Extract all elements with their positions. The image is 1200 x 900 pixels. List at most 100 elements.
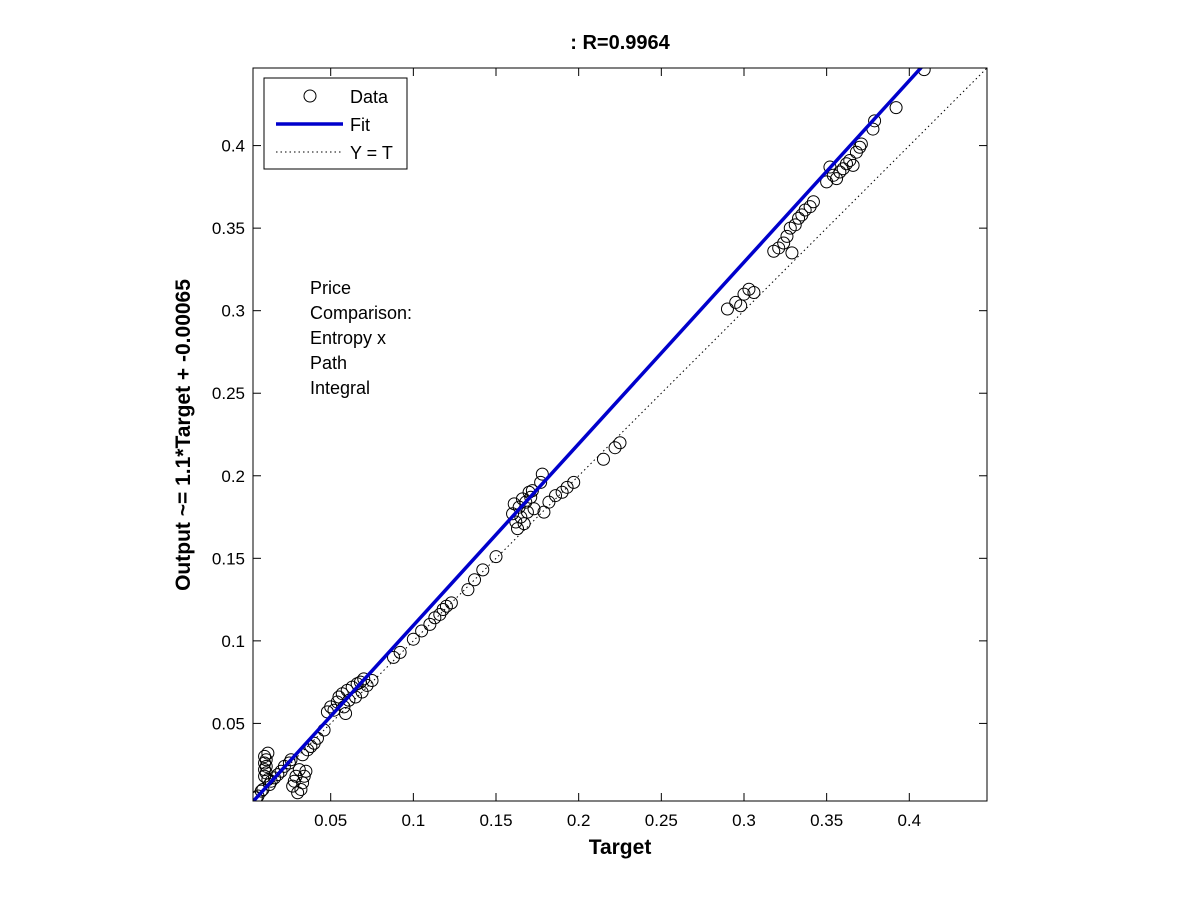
- data-point: [820, 175, 834, 189]
- data-point: [253, 791, 263, 801]
- data-point: [846, 158, 860, 172]
- data-point: [792, 211, 806, 225]
- y-tick-label: 0.2: [221, 467, 245, 486]
- data-point: [387, 650, 401, 664]
- data-point: [854, 137, 868, 151]
- annotation-line: Integral: [310, 378, 370, 398]
- annotation-line: Comparison:: [310, 303, 412, 323]
- x-tick-label: 0.2: [567, 811, 591, 830]
- identity-line: [253, 68, 987, 801]
- data-point: [747, 286, 761, 300]
- data-point: [259, 753, 273, 767]
- data-point: [780, 229, 794, 243]
- data-point: [271, 768, 285, 782]
- fit-line: [253, 68, 924, 801]
- data-point: [286, 779, 300, 793]
- data-point: [853, 140, 867, 154]
- y-tick-label: 0.25: [212, 384, 245, 403]
- data-point: [527, 502, 541, 516]
- y-tick-label: 0.05: [212, 714, 245, 733]
- data-point: [476, 563, 490, 577]
- data-point: [461, 583, 475, 597]
- data-point: [608, 441, 622, 455]
- data-point: [560, 480, 574, 494]
- data-point: [514, 510, 528, 524]
- data-point: [468, 573, 482, 587]
- chart-title: : R=0.9964: [570, 32, 670, 54]
- data-point: [284, 753, 298, 767]
- data-point: [258, 756, 272, 770]
- data-point: [512, 500, 526, 514]
- y-tick-label: 0.4: [221, 137, 245, 156]
- data-point: [292, 763, 306, 777]
- data-point: [889, 101, 903, 115]
- legend-entry-data: Data: [350, 87, 389, 107]
- x-tick-label: 0.4: [897, 811, 921, 830]
- data-point: [261, 746, 275, 760]
- data-point: [258, 763, 272, 777]
- data-point: [444, 596, 458, 610]
- data-point: [282, 756, 296, 770]
- y-tick-labels: 0.05 0.1 0.15 0.2 0.25 0.3 0.35 0.4: [212, 137, 245, 734]
- data-point: [489, 550, 503, 564]
- data-point: [555, 485, 569, 499]
- legend-entry-fit: Fit: [350, 115, 370, 135]
- data-point: [830, 172, 844, 186]
- data-point: [839, 157, 853, 171]
- data-point: [297, 769, 311, 783]
- data-point: [868, 114, 882, 128]
- data-point: [299, 764, 313, 778]
- data-point: [549, 489, 563, 503]
- data-point: [567, 475, 581, 489]
- data-point: [772, 241, 786, 255]
- data-point: [520, 505, 534, 519]
- data-point: [535, 467, 549, 481]
- plot-frame: [252, 67, 988, 802]
- legend-entry-identity: Y = T: [350, 143, 393, 163]
- x-tick-label: 0.3: [732, 811, 756, 830]
- data-point: [436, 602, 450, 616]
- data-point: [365, 673, 379, 687]
- data-point: [777, 236, 791, 250]
- data-point: [258, 769, 272, 783]
- annotation-line: Entropy x: [310, 328, 386, 348]
- data-points: [253, 68, 931, 801]
- data-point: [596, 452, 610, 466]
- x-tick-label: 0.05: [314, 811, 347, 830]
- y-tick-label: 0.1: [221, 632, 245, 651]
- data-point: [613, 436, 627, 450]
- data-point: [506, 507, 520, 521]
- y-tick-label: 0.3: [221, 302, 245, 321]
- y-tick-label: 0.15: [212, 549, 245, 568]
- data-point: [263, 777, 277, 791]
- x-tick-label: 0.15: [479, 811, 512, 830]
- annotation-line: Price: [310, 278, 351, 298]
- data-point: [254, 784, 268, 798]
- annotation-line: Path: [310, 353, 347, 373]
- data-point: [720, 302, 734, 316]
- data-point: [294, 782, 308, 796]
- y-tick-label: 0.35: [212, 219, 245, 238]
- data-point: [415, 624, 429, 638]
- data-point: [350, 677, 364, 691]
- x-tick-labels: 0.05 0.1 0.15 0.2 0.25 0.3 0.35 0.4: [314, 811, 921, 830]
- data-point: [264, 774, 278, 788]
- data-point: [534, 475, 548, 489]
- data-point: [355, 685, 369, 699]
- data-point: [826, 168, 840, 182]
- legend: Data Fit Y = T: [263, 77, 408, 170]
- data-point: [785, 246, 799, 260]
- axis-ticks: [253, 68, 987, 801]
- legend-marker-data: [303, 89, 317, 103]
- x-tick-label: 0.35: [810, 811, 843, 830]
- data-point: [519, 495, 533, 509]
- data-point: [259, 759, 273, 773]
- data-point: [423, 617, 437, 631]
- data-point: [267, 771, 281, 785]
- data-point: [339, 707, 353, 721]
- data-point: [258, 749, 272, 763]
- data-point: [833, 165, 847, 179]
- data-point: [542, 495, 556, 509]
- data-point: [806, 195, 820, 209]
